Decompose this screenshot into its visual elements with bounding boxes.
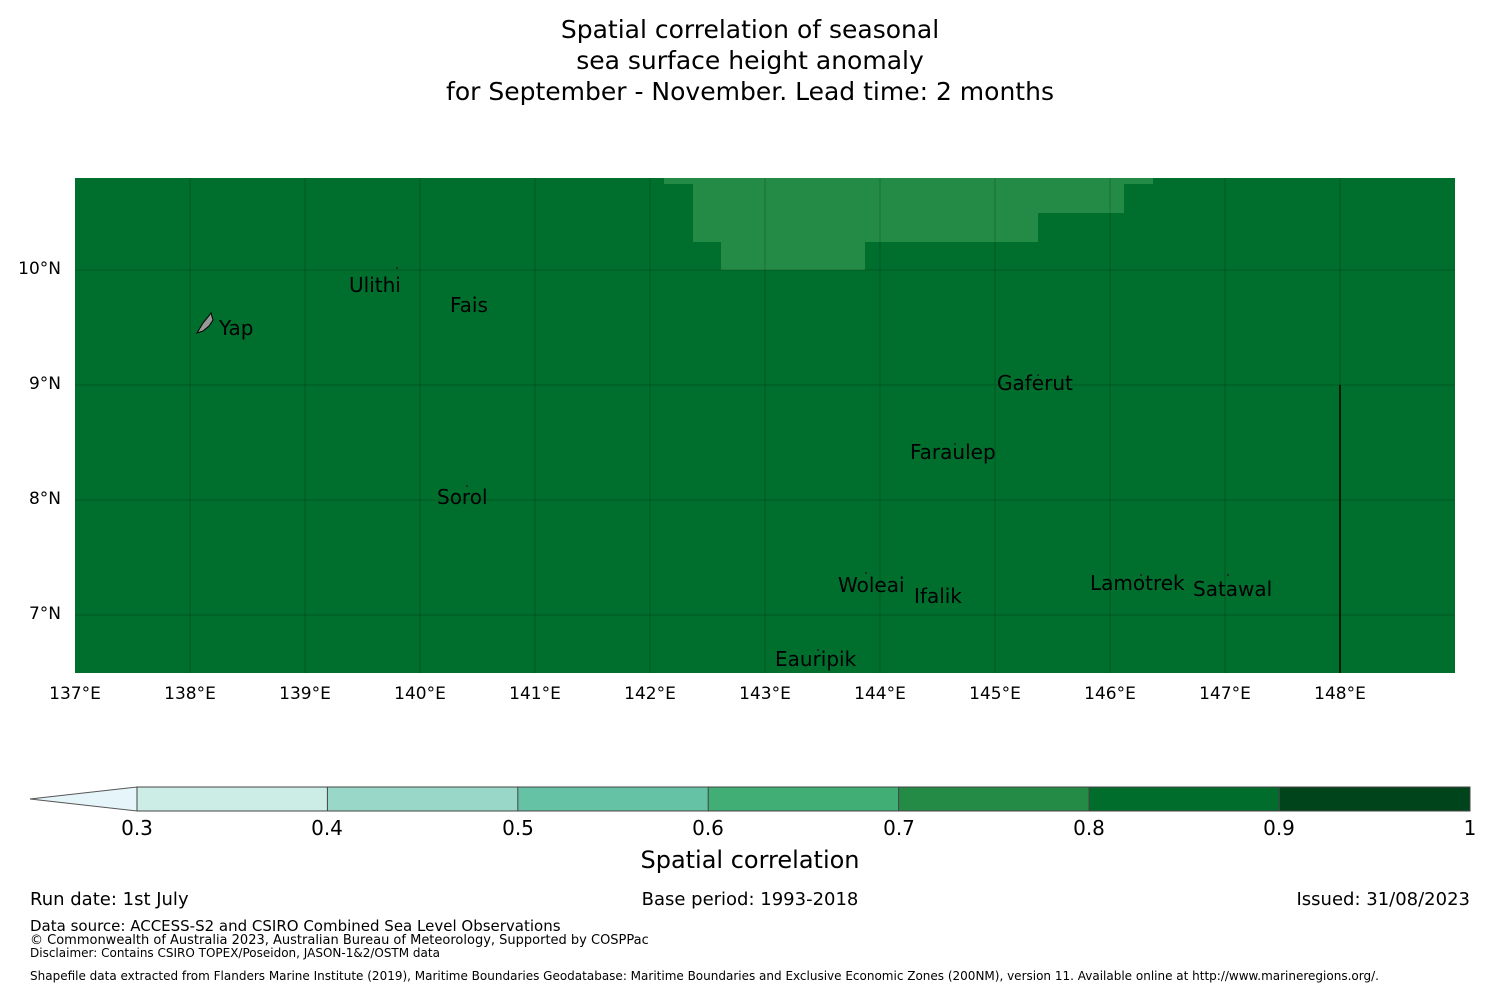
colorbar-tick-label: 0.6 [692,816,724,840]
title-line-2: sea surface height anomaly [576,46,924,75]
lat-label: 10°N [18,259,61,279]
lon-label: 140°E [394,684,446,704]
colorbar-tick-label: 0.7 [883,816,915,840]
map-title: Spatial correlation of seasonal sea surf… [0,14,1500,107]
lon-label: 141°E [509,684,561,704]
lat-label: 7°N [28,604,61,624]
colorbar [29,786,1471,812]
colorbar-tick-label: 0.9 [1263,816,1295,840]
issued-date: Issued: 31/08/2023 [1296,889,1470,910]
colorbar-bin-0.3-0.4 [137,787,328,811]
lat-label: 8°N [28,489,61,509]
place-label-sorol: Sorol [437,485,488,509]
colorbar-tick-label: 0.4 [311,816,343,840]
lon-label: 147°E [1199,684,1251,704]
data-source: Data source: ACCESS-S2 and CSIRO Combine… [30,917,561,935]
run-date: Run date: 1st July [30,889,189,910]
place-label-lamotrek: Lamotrek [1090,571,1185,595]
place-label-fais: Fais [450,293,488,317]
island-dots [396,267,1229,651]
lon-label: 143°E [739,684,791,704]
disclaimer: Disclaimer: Contains CSIRO TOPEX/Poseido… [30,946,440,960]
title-line-1: Spatial correlation of seasonal [560,15,940,44]
lon-label: 144°E [854,684,906,704]
colorbar-tick-label: 0.8 [1073,816,1105,840]
colorbar-tick-label: 0.3 [121,816,153,840]
place-label-gaferut: Gaferut [997,371,1073,395]
yap-island-shape [195,311,214,334]
base-period: Base period: 1993-2018 [641,889,859,910]
colorbar-tick-label: 1 [1463,816,1477,840]
colorbar-bin-0.6-0.7 [708,787,899,811]
high-correlation-region [664,178,1153,270]
copyright: © Commonwealth of Australia 2023, Austra… [30,933,649,948]
place-label-faraulep: Faraulep [910,440,996,464]
place-label-yap: Yap [219,316,254,340]
gridlines [75,178,1455,673]
shapefile-credit: Shapefile data extracted from Flanders M… [30,969,1379,983]
lon-label: 139°E [279,684,331,704]
place-label-satawal: Satawal [1193,577,1273,601]
place-label-ifalik: Ifalik [914,584,962,608]
colorbar-extend-arrow [29,786,138,812]
colorbar-bin-0.7-0.8 [898,787,1089,811]
lon-label: 142°E [624,684,676,704]
colorbar-tick-label: 0.5 [502,816,534,840]
lon-label: 148°E [1314,684,1366,704]
place-label-ulithi: Ulithi [349,273,401,297]
lon-label: 145°E [969,684,1021,704]
colorbar-bin-0.5-0.6 [517,787,709,811]
place-label-woleai: Woleai [838,573,905,597]
lon-label: 146°E [1084,684,1136,704]
lon-label: 138°E [164,684,216,704]
colorbar-bin-0.9-1 [1279,787,1470,811]
place-label-eauripik: Eauripik [775,647,857,671]
lon-label: 137°E [49,684,101,704]
title-line-3: for September - November. Lead time: 2 m… [446,77,1054,106]
colorbar-bin-0.4-0.5 [327,787,518,811]
colorbar-outline [136,786,1471,812]
colorbar-bin-0.8-0.9 [1089,787,1280,811]
lat-label: 9°N [28,374,61,394]
colorbar-title: Spatial correlation [640,846,860,874]
